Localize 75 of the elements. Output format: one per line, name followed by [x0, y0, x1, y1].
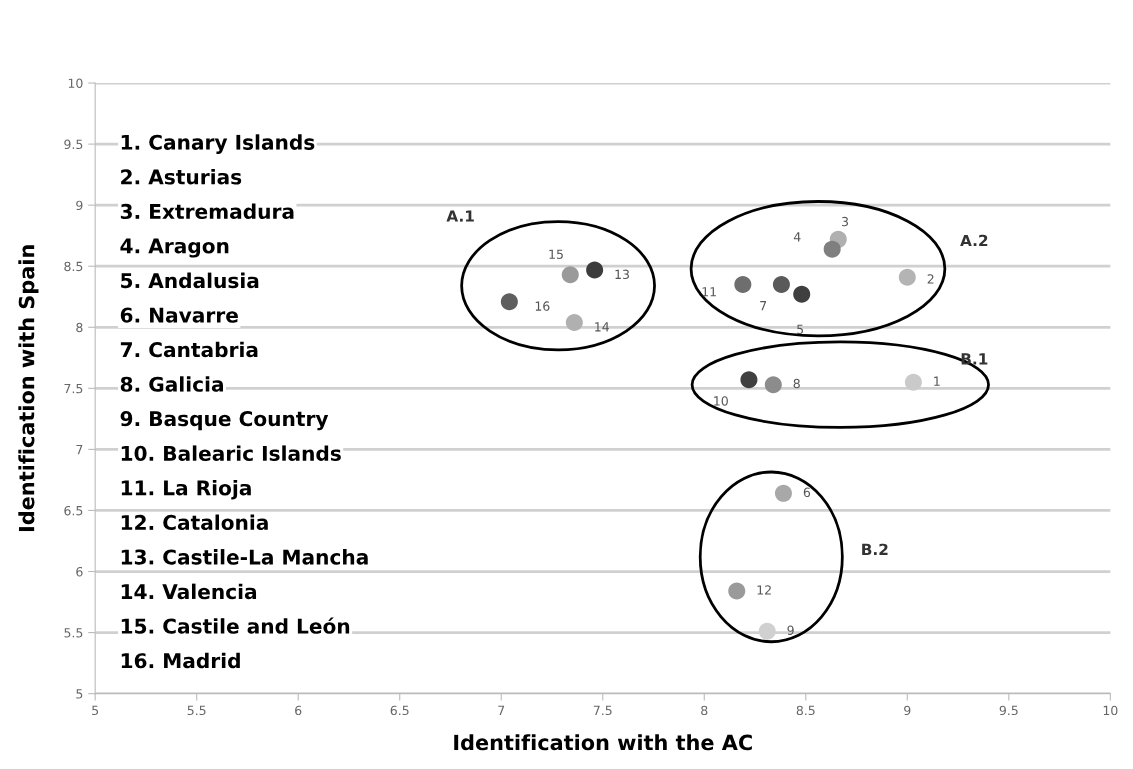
- annotation: 2. Asturias: [121, 168, 242, 185]
- point: [565, 313, 583, 331]
- point: [898, 268, 916, 286]
- annotation: 1: [934, 376, 940, 386]
- point: [758, 622, 776, 640]
- annotation: 14. Valencia: [121, 583, 257, 600]
- annotation: 9. Basque Country: [120, 411, 329, 431]
- annotation: 2: [927, 274, 934, 284]
- annotation: 6: [803, 487, 811, 497]
- annotation: 7. Cantabria: [120, 341, 258, 358]
- annotation: 13. Castile-La Mancha: [121, 549, 368, 565]
- annotation: 11. La Rioja: [121, 479, 251, 500]
- y-tick-label: 6.5: [64, 505, 83, 516]
- y-tick-label: 6: [76, 566, 83, 577]
- annotation: 4. Aragon: [120, 238, 229, 258]
- annotation: B.2: [862, 543, 888, 555]
- x-tick-label: 8.5: [796, 705, 815, 716]
- point: [764, 376, 782, 394]
- annotation: 8. Galicia: [120, 376, 223, 392]
- point: [734, 276, 752, 294]
- x-tick-label: 7.5: [593, 705, 612, 716]
- annotation: 15. Castile and León: [121, 617, 350, 634]
- annotation: 3: [842, 216, 848, 227]
- x-tick-label: 9.5: [999, 705, 1018, 716]
- annotation: 12: [757, 585, 771, 595]
- annotation: 15: [549, 249, 563, 259]
- y-tick-label: 7: [76, 445, 83, 455]
- x-tick-label: 8: [701, 705, 708, 716]
- x-tick-label: 5: [92, 705, 99, 716]
- annotation: 16. Madrid: [121, 652, 240, 669]
- annotation: 6. Navarre: [120, 307, 238, 323]
- point: [772, 276, 790, 294]
- annotation: 10: [714, 396, 728, 406]
- annotation: A.1: [446, 210, 474, 222]
- annotation: 12. Catalonia: [121, 514, 268, 531]
- annotation: 5. Andalusia: [121, 272, 259, 289]
- y-tick-label: 8.5: [64, 261, 83, 272]
- annotation: 13: [615, 269, 629, 280]
- y-tick-label: 9.5: [64, 139, 83, 150]
- annotation: 8: [793, 378, 800, 389]
- y-tick-label: 7.5: [64, 383, 83, 394]
- annotation: B.1: [961, 353, 988, 365]
- y-tick-label: 5: [76, 689, 83, 699]
- y-tick-label: 10: [68, 78, 83, 88]
- point: [586, 261, 604, 279]
- y-tick-label: 8: [76, 322, 83, 333]
- point: [740, 371, 758, 389]
- point: [500, 293, 518, 311]
- annotation: 7: [760, 301, 767, 311]
- x-tick-label: 6: [295, 705, 302, 716]
- point: [728, 582, 746, 600]
- annotation: 3. Extremadura: [120, 203, 294, 220]
- point: [774, 484, 792, 502]
- point: [904, 373, 922, 391]
- annotation: 11: [702, 287, 716, 297]
- x-tick-label: 6.5: [390, 705, 409, 716]
- point: [823, 240, 841, 258]
- annotation: 9: [787, 625, 794, 635]
- annotation: 10. Balearic Islands: [121, 445, 341, 461]
- annotation: 5: [797, 324, 804, 335]
- point: [561, 266, 579, 284]
- annotation: 16: [535, 301, 550, 311]
- x-axis-title: Identification with the AC: [454, 734, 752, 751]
- y-tick-label: 9: [76, 200, 83, 211]
- x-tick-label: 5.5: [187, 705, 206, 716]
- annotation: 4: [793, 232, 801, 242]
- point: [793, 285, 811, 303]
- y-tick-label: 5.5: [64, 628, 83, 638]
- y-axis-title: Identification with Spain: [18, 245, 39, 532]
- x-tick-label: 9: [904, 705, 911, 716]
- annotation: 14: [595, 322, 609, 332]
- x-tick-label: 7: [498, 705, 505, 715]
- annotation: 1. Canary Islands: [121, 134, 315, 154]
- annotation: A.2: [960, 234, 988, 247]
- x-tick-label: 10: [1103, 705, 1118, 716]
